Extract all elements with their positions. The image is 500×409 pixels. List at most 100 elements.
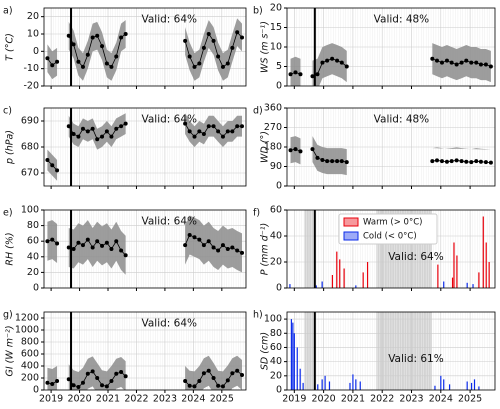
y-tick-label: 60 bbox=[270, 205, 282, 216]
mean-marker bbox=[197, 237, 202, 242]
mean-marker bbox=[459, 60, 464, 65]
bar bbox=[336, 251, 338, 288]
mean-marker bbox=[100, 44, 105, 49]
mean-marker bbox=[315, 155, 320, 160]
bar bbox=[434, 385, 436, 390]
mean-marker bbox=[85, 52, 90, 57]
bar bbox=[302, 382, 304, 390]
mean-marker bbox=[288, 72, 293, 77]
bar bbox=[317, 384, 319, 390]
bar bbox=[437, 264, 439, 288]
mean-marker bbox=[474, 159, 479, 164]
mean-marker bbox=[71, 132, 76, 136]
y-tick-label: 20 bbox=[270, 3, 282, 14]
mean-marker bbox=[114, 239, 119, 244]
panel: -20 -10 0 10 20 a) T (°C) Valid: 64% bbox=[3, 6, 247, 92]
mean-marker bbox=[288, 148, 293, 153]
bar bbox=[293, 333, 295, 390]
x-tick-label: 2025 bbox=[210, 394, 234, 405]
mean-marker bbox=[225, 129, 230, 134]
mean-marker bbox=[76, 59, 81, 64]
mean-marker bbox=[114, 371, 119, 376]
legend-label: Warm (> 0°C) bbox=[363, 218, 422, 228]
bar bbox=[359, 381, 361, 390]
mean-marker bbox=[50, 382, 55, 386]
legend-swatch bbox=[343, 231, 359, 241]
bar bbox=[290, 319, 292, 390]
y-tick-label: 800 bbox=[21, 337, 39, 348]
mean-marker bbox=[225, 247, 230, 251]
mean-marker bbox=[90, 35, 95, 40]
x-tick-label: 2019 bbox=[282, 394, 306, 405]
mean-marker bbox=[183, 38, 188, 43]
mean-marker bbox=[0, 160, 2, 164]
spread-band bbox=[68, 113, 126, 150]
mean-marker bbox=[201, 45, 206, 50]
y-tick-label: 40 bbox=[270, 231, 282, 242]
mean-marker bbox=[201, 132, 206, 136]
mean-marker bbox=[206, 124, 211, 129]
y-tick-label: 20 bbox=[27, 267, 39, 278]
legend-swatch bbox=[343, 217, 359, 227]
mean-marker bbox=[109, 247, 114, 251]
bar bbox=[443, 379, 445, 390]
bar bbox=[451, 277, 454, 288]
y-tick-label: 60 bbox=[270, 342, 282, 353]
axes-frame bbox=[286, 209, 496, 289]
x-tick-label: 2024 bbox=[429, 394, 453, 405]
mean-marker bbox=[90, 245, 95, 250]
bar bbox=[466, 381, 468, 390]
panel: Warm (> 0°C) Cold (< 0°C) 0 20 40 60 f)P (mm d… bbox=[253, 205, 496, 294]
bar bbox=[488, 262, 490, 288]
mean-marker bbox=[50, 237, 55, 242]
y-tick-label: 270 bbox=[264, 122, 282, 133]
mean-marker bbox=[444, 159, 449, 164]
mean-marker bbox=[225, 61, 230, 66]
y-tick-label: 0 bbox=[33, 283, 39, 294]
y-axis-label: WS (m s⁻¹) bbox=[260, 21, 271, 73]
y-tick-label: 40 bbox=[270, 356, 282, 367]
mean-marker bbox=[45, 158, 50, 162]
mean-marker bbox=[95, 137, 100, 142]
mean-marker bbox=[187, 232, 192, 237]
bar bbox=[343, 268, 345, 288]
mean-marker bbox=[211, 376, 216, 380]
mean-marker bbox=[80, 64, 85, 69]
mean-marker bbox=[183, 243, 188, 248]
spread-band bbox=[47, 44, 58, 80]
mean-marker bbox=[478, 62, 483, 67]
mean-marker bbox=[206, 32, 211, 36]
bar bbox=[366, 262, 369, 288]
mean-marker bbox=[330, 159, 335, 164]
mean-marker bbox=[55, 59, 60, 64]
x-tick-label: 2021 bbox=[96, 394, 120, 405]
bar bbox=[472, 284, 474, 288]
mean-marker bbox=[469, 160, 474, 165]
bar bbox=[482, 216, 484, 288]
x-tick-label: 2020 bbox=[312, 394, 336, 405]
mean-marker bbox=[230, 45, 235, 50]
mean-marker bbox=[50, 63, 55, 68]
mean-marker bbox=[119, 124, 124, 129]
y-tick-label: 0 bbox=[33, 46, 39, 57]
mean-marker bbox=[114, 54, 119, 59]
y-tick-label: 0 bbox=[276, 81, 282, 92]
mean-marker bbox=[474, 60, 479, 65]
mean-marker bbox=[220, 64, 225, 69]
bar bbox=[448, 384, 451, 390]
spread-band bbox=[312, 136, 347, 176]
mean-marker bbox=[439, 159, 444, 164]
bar bbox=[443, 281, 445, 288]
y-tick-label: 600 bbox=[21, 349, 39, 360]
mean-marker bbox=[119, 248, 124, 253]
axes-frame bbox=[43, 311, 247, 391]
mean-marker bbox=[325, 159, 330, 164]
mean-marker bbox=[344, 64, 349, 69]
y-axis-label: RH (%) bbox=[5, 232, 16, 265]
mean-marker bbox=[483, 160, 488, 165]
mean-marker bbox=[76, 240, 81, 245]
x-tick-label: 2020 bbox=[67, 394, 91, 405]
mean-marker bbox=[220, 243, 225, 248]
annotation: Valid: 61% bbox=[388, 353, 444, 365]
x-tick-label: 2025 bbox=[458, 394, 482, 405]
